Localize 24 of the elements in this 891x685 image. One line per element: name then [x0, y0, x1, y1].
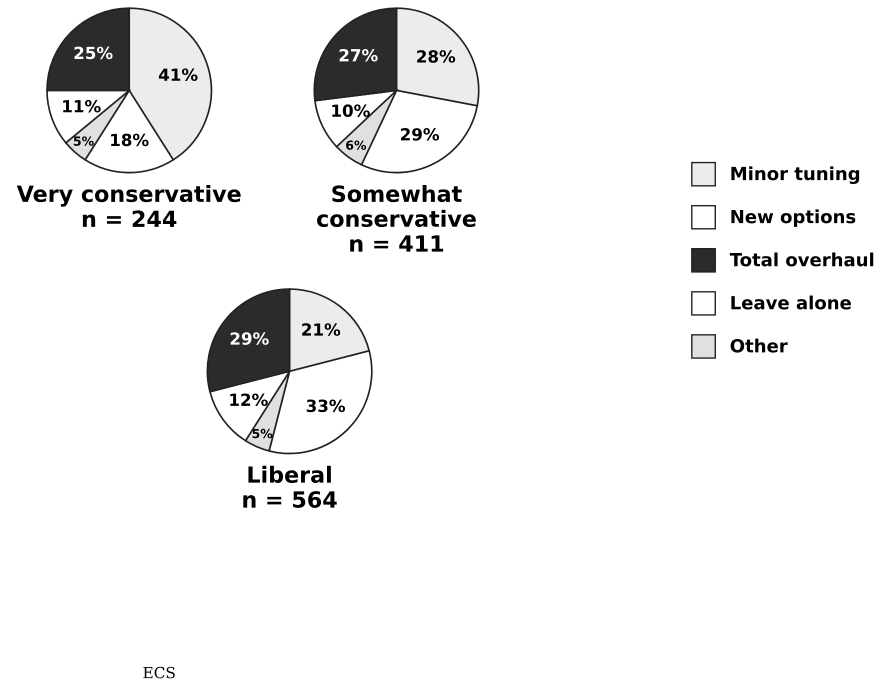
data-label: 33%	[306, 400, 346, 412]
data-label: 11%	[63, 100, 101, 113]
data-label: 25%	[74, 46, 113, 60]
data-label: 28%	[417, 50, 456, 63]
legend-label: Leave alone	[731, 296, 851, 310]
data-label: 41%	[158, 68, 198, 82]
text: Liberal n = 564	[243, 466, 337, 508]
data-label: 10%	[332, 104, 370, 117]
text: Very conservative n = 244	[16, 184, 241, 227]
data-label: 29%	[401, 128, 440, 141]
data-label: 5%	[74, 136, 94, 146]
data-label: 27%	[340, 48, 378, 62]
data-label: 21%	[302, 323, 340, 336]
data-label: 5%	[252, 428, 272, 438]
text: Somewhat conservative n = 411	[317, 184, 476, 252]
data-label: 29%	[230, 332, 269, 345]
data-label: 12%	[230, 393, 268, 406]
legend-label: New options	[731, 209, 856, 227]
legend-label: Total overhaul	[730, 252, 874, 266]
data-label: 6%	[346, 140, 366, 150]
data-label: 18%	[111, 134, 149, 146]
legend-label: Minor tuning	[731, 166, 860, 184]
text: ECS	[143, 666, 175, 678]
legend-label: Other	[730, 338, 788, 353]
